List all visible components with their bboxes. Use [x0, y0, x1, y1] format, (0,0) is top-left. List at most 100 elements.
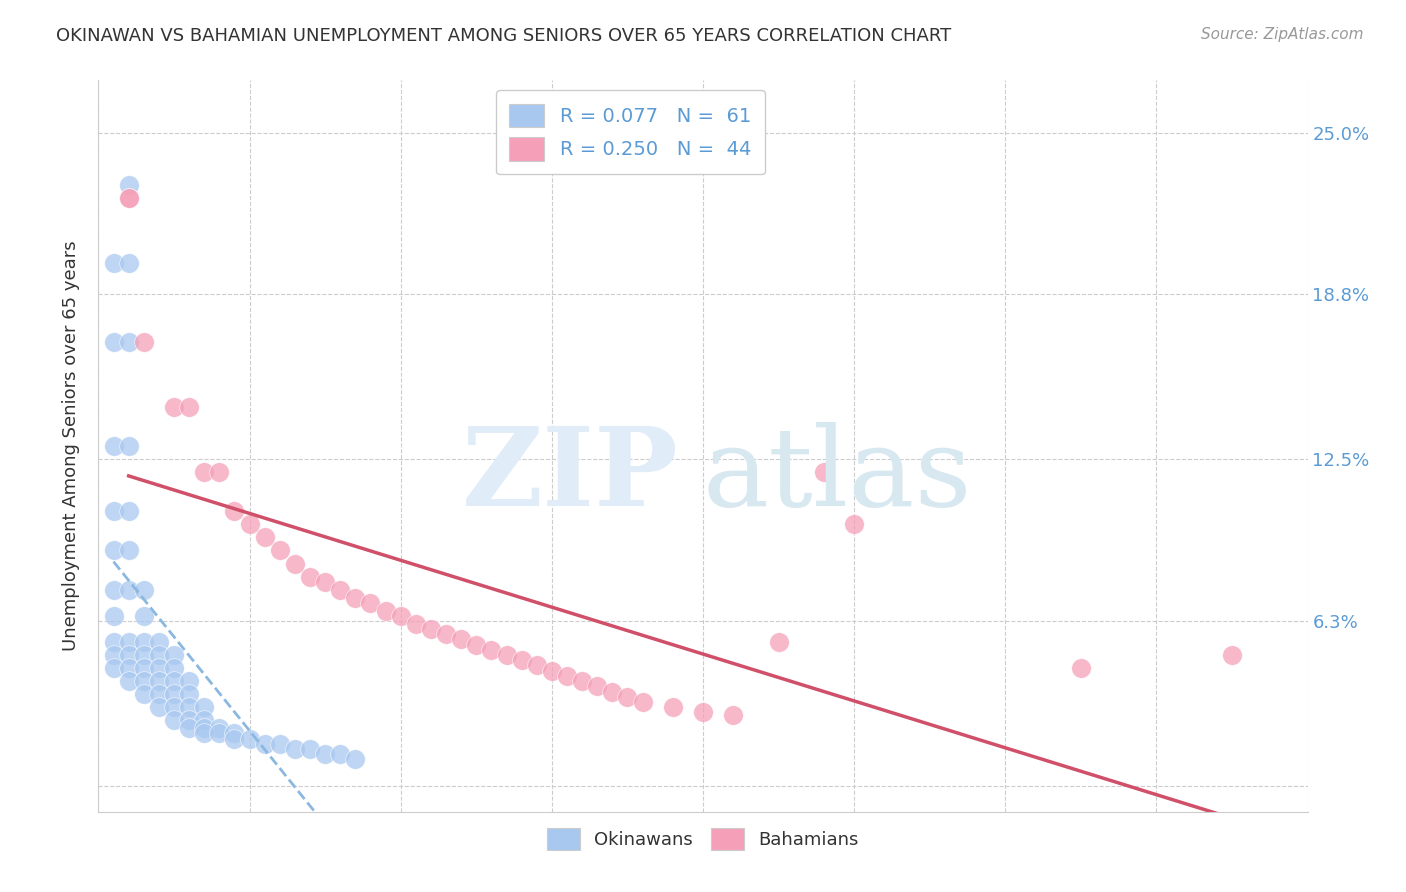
Point — [163, 714, 186, 728]
Point — [179, 400, 201, 414]
Point — [450, 632, 472, 647]
Point — [224, 731, 246, 746]
Point — [253, 737, 276, 751]
Point — [118, 178, 141, 192]
Point — [224, 504, 246, 518]
Point — [132, 674, 155, 689]
Point — [118, 661, 141, 675]
Point — [224, 726, 246, 740]
Point — [163, 648, 186, 662]
Point — [284, 742, 307, 756]
Point — [132, 648, 155, 662]
Legend: Okinawans, Bahamians: Okinawans, Bahamians — [537, 817, 869, 861]
Point — [193, 726, 215, 740]
Point — [103, 582, 125, 597]
Point — [208, 721, 231, 735]
Point — [465, 638, 488, 652]
Point — [208, 726, 231, 740]
Point — [723, 708, 745, 723]
Point — [495, 648, 517, 662]
Point — [571, 674, 593, 689]
Point — [481, 642, 503, 657]
Point — [103, 608, 125, 623]
Point — [148, 648, 170, 662]
Point — [844, 517, 866, 532]
Point — [163, 400, 186, 414]
Point — [374, 603, 396, 617]
Point — [103, 504, 125, 518]
Point — [692, 706, 714, 720]
Point — [179, 687, 201, 701]
Point — [193, 465, 215, 479]
Point — [540, 664, 562, 678]
Point — [239, 731, 262, 746]
Point — [118, 256, 141, 270]
Point — [103, 256, 125, 270]
Point — [602, 684, 624, 698]
Point — [586, 679, 609, 693]
Point — [299, 742, 322, 756]
Point — [314, 574, 336, 589]
Point — [118, 504, 141, 518]
Point — [118, 648, 141, 662]
Point — [179, 721, 201, 735]
Point — [284, 557, 307, 571]
Point — [253, 530, 276, 544]
Point — [103, 334, 125, 349]
Text: Source: ZipAtlas.com: Source: ZipAtlas.com — [1201, 27, 1364, 42]
Point — [269, 737, 291, 751]
Text: atlas: atlas — [703, 422, 973, 529]
Point — [269, 543, 291, 558]
Point — [103, 661, 125, 675]
Point — [132, 582, 155, 597]
Point — [118, 635, 141, 649]
Point — [132, 635, 155, 649]
Point — [118, 439, 141, 453]
Point — [118, 334, 141, 349]
Text: OKINAWAN VS BAHAMIAN UNEMPLOYMENT AMONG SENIORS OVER 65 YEARS CORRELATION CHART: OKINAWAN VS BAHAMIAN UNEMPLOYMENT AMONG … — [56, 27, 952, 45]
Point — [148, 635, 170, 649]
Point — [193, 721, 215, 735]
Point — [768, 635, 790, 649]
Point — [118, 582, 141, 597]
Point — [163, 700, 186, 714]
Point — [132, 661, 155, 675]
Point — [813, 465, 835, 479]
Point — [299, 569, 322, 583]
Point — [179, 700, 201, 714]
Point — [344, 591, 367, 605]
Point — [163, 687, 186, 701]
Point — [163, 674, 186, 689]
Point — [132, 608, 155, 623]
Point — [163, 661, 186, 675]
Point — [405, 616, 427, 631]
Point — [193, 700, 215, 714]
Point — [1070, 661, 1092, 675]
Point — [148, 687, 170, 701]
Point — [148, 700, 170, 714]
Point — [1220, 648, 1243, 662]
Point — [434, 627, 457, 641]
Point — [103, 635, 125, 649]
Point — [118, 543, 141, 558]
Point — [389, 608, 412, 623]
Point — [631, 695, 654, 709]
Point — [103, 543, 125, 558]
Point — [118, 674, 141, 689]
Point — [555, 669, 578, 683]
Point — [103, 439, 125, 453]
Y-axis label: Unemployment Among Seniors over 65 years: Unemployment Among Seniors over 65 years — [62, 241, 80, 651]
Text: ZIP: ZIP — [463, 422, 679, 529]
Point — [344, 752, 367, 766]
Point — [239, 517, 262, 532]
Point — [132, 334, 155, 349]
Point — [148, 661, 170, 675]
Point — [208, 465, 231, 479]
Point — [360, 596, 382, 610]
Point — [616, 690, 638, 704]
Point — [179, 674, 201, 689]
Point — [193, 714, 215, 728]
Point — [661, 700, 683, 714]
Point — [118, 191, 141, 205]
Point — [420, 622, 443, 636]
